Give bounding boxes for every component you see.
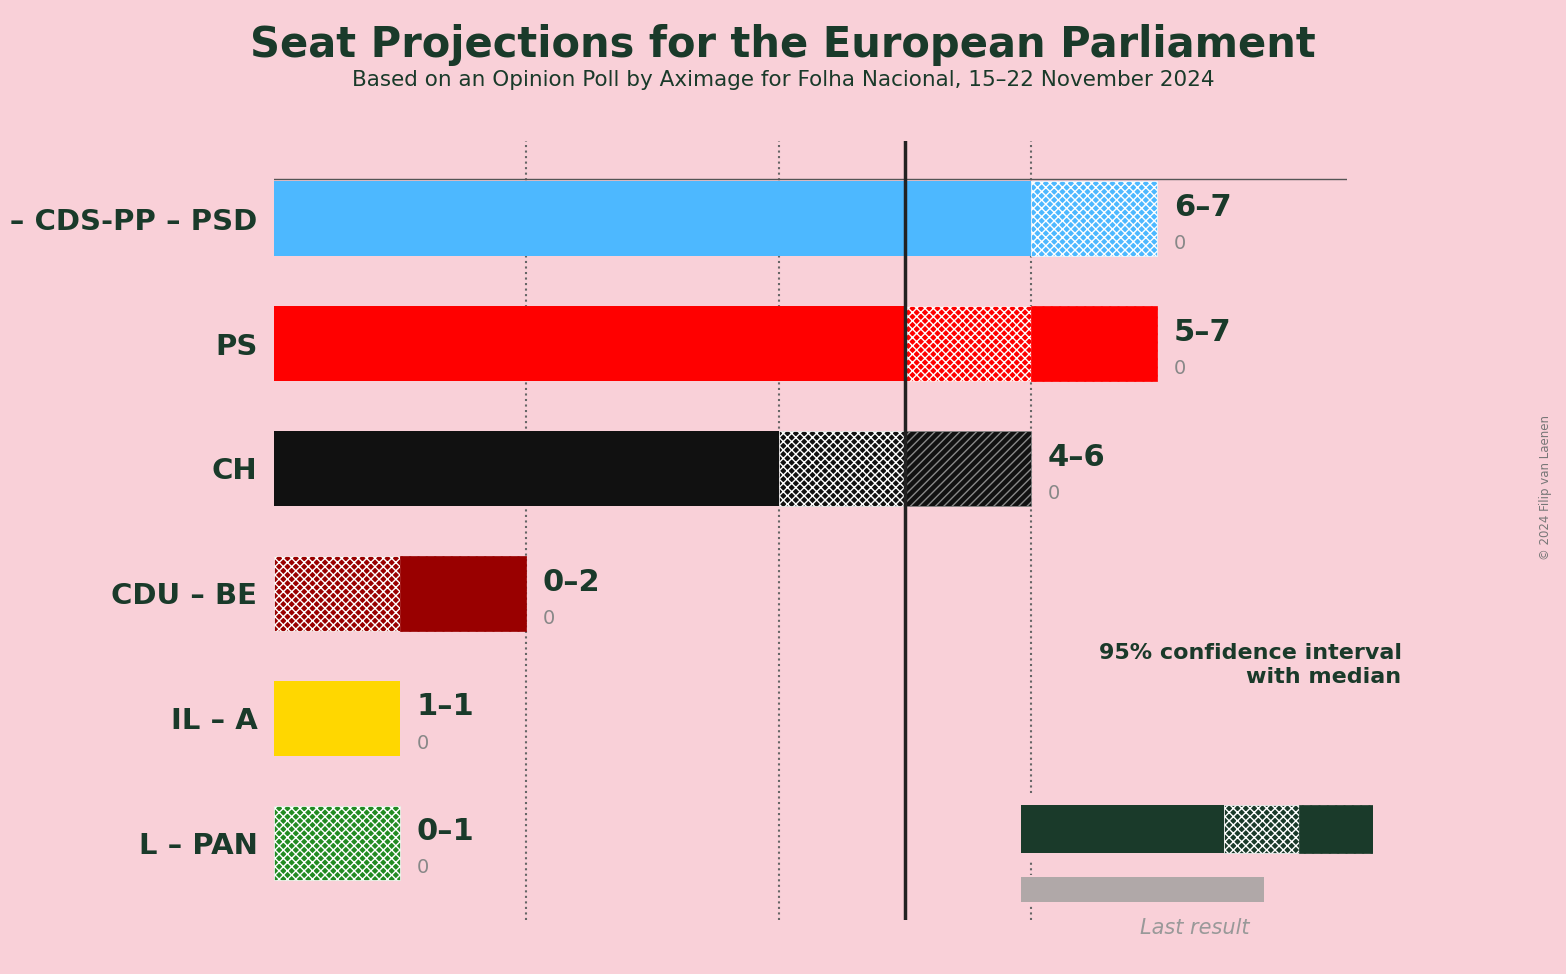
Text: 0: 0: [1174, 359, 1185, 378]
Bar: [1021, 805, 1223, 852]
Text: 0–1: 0–1: [417, 817, 474, 846]
Bar: [778, 431, 905, 506]
Bar: [1223, 805, 1298, 852]
Text: Seat Projections for the European Parliament: Seat Projections for the European Parlia…: [251, 24, 1315, 66]
Bar: [1032, 181, 1157, 256]
Bar: [1298, 805, 1373, 852]
Bar: [905, 431, 1032, 506]
Text: 0: 0: [1174, 234, 1185, 253]
Text: 5–7: 5–7: [1174, 318, 1231, 347]
Bar: [274, 681, 401, 756]
Text: © 2024 Filip van Laenen: © 2024 Filip van Laenen: [1539, 415, 1552, 559]
Bar: [274, 805, 401, 880]
Bar: [274, 556, 401, 631]
Text: 0–2: 0–2: [543, 568, 600, 596]
Text: Based on an Opinion Poll by Aximage for Folha Nacional, 15–22 November 2024: Based on an Opinion Poll by Aximage for …: [352, 70, 1214, 91]
Text: 0: 0: [1048, 484, 1060, 503]
Text: 0: 0: [417, 733, 429, 753]
Text: 6–7: 6–7: [1174, 193, 1231, 222]
Bar: [274, 181, 1032, 256]
Text: 0: 0: [417, 858, 429, 878]
Text: 1–1: 1–1: [417, 693, 474, 722]
Bar: [274, 431, 778, 506]
Text: 4–6: 4–6: [1048, 442, 1106, 471]
Text: 95% confidence interval
with median: 95% confidence interval with median: [1099, 644, 1402, 687]
Text: 0: 0: [543, 609, 554, 627]
Text: Last result: Last result: [1140, 918, 1250, 938]
Bar: [1032, 306, 1157, 381]
Bar: [905, 306, 1032, 381]
Bar: [274, 306, 905, 381]
Bar: [1021, 877, 1264, 902]
Bar: [401, 556, 526, 631]
